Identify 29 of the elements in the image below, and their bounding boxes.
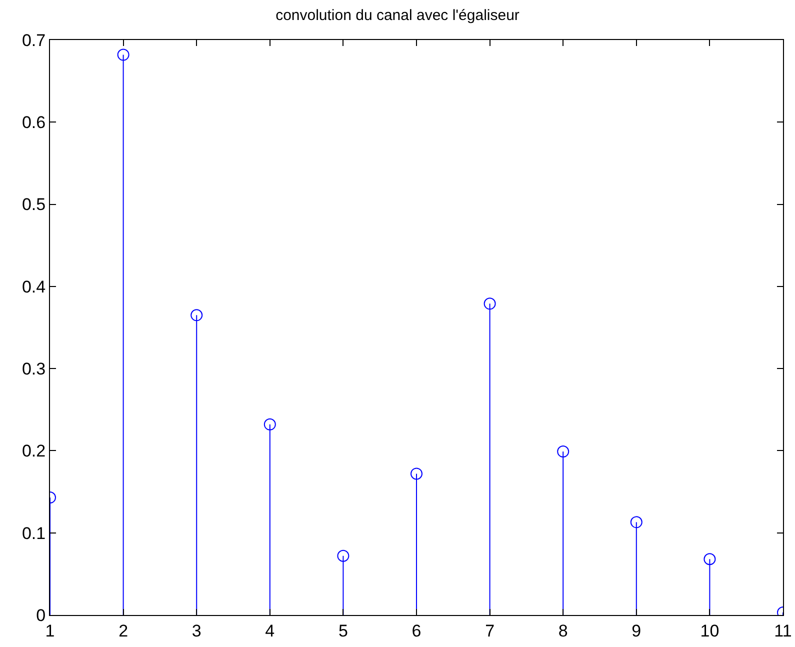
x-tick-label: 9: [632, 621, 642, 640]
x-tick-label: 11: [774, 621, 792, 640]
point: [557, 446, 570, 458]
y-tick-label: 0.6: [22, 113, 46, 132]
point: [264, 418, 276, 430]
point: [337, 550, 350, 562]
y-tick-label: 0: [36, 606, 46, 625]
y-tick-label: 0.5: [22, 195, 46, 214]
x-tick-label: 6: [412, 621, 422, 640]
y-tick-label: 0.4: [22, 277, 46, 296]
y-tick-label: 0.3: [22, 360, 46, 379]
point: [117, 48, 130, 61]
point: [410, 468, 422, 480]
chart-title: convolution du canal avec l'égaliseur: [276, 7, 520, 24]
x-tick-label: 7: [485, 621, 495, 640]
point: [630, 516, 642, 528]
x-tick-label: 10: [700, 621, 720, 640]
x-tick-label: 2: [118, 621, 128, 640]
x-tick-label: 8: [558, 621, 568, 640]
x-tick-label: 5: [338, 621, 348, 640]
point: [190, 309, 203, 322]
y-tick-label: 0.7: [22, 30, 46, 50]
x-tick-label: 4: [265, 621, 275, 640]
y-tick-label: 0.2: [22, 442, 46, 461]
point: [484, 298, 496, 310]
point: [704, 553, 716, 566]
x-tick-label: 3: [192, 621, 202, 640]
x-tick-label: 1: [45, 621, 55, 640]
y-tick-label: 0.1: [22, 524, 46, 543]
